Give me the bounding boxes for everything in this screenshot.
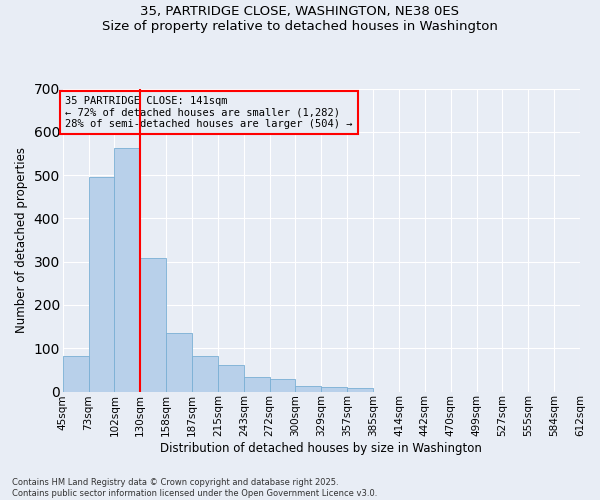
Bar [295, 386, 322, 392]
Bar [347, 388, 373, 392]
Text: Contains HM Land Registry data © Crown copyright and database right 2025.
Contai: Contains HM Land Registry data © Crown c… [12, 478, 377, 498]
Text: 35, PARTRIDGE CLOSE, WASHINGTON, NE38 0ES
Size of property relative to detached : 35, PARTRIDGE CLOSE, WASHINGTON, NE38 0E… [102, 5, 498, 33]
Bar [244, 378, 269, 392]
Bar [218, 364, 244, 392]
Y-axis label: Number of detached properties: Number of detached properties [15, 147, 28, 333]
Bar [269, 380, 295, 392]
Bar [63, 356, 89, 392]
Bar [166, 333, 192, 392]
Bar [140, 258, 166, 392]
Text: 35 PARTRIDGE CLOSE: 141sqm
← 72% of detached houses are smaller (1,282)
28% of s: 35 PARTRIDGE CLOSE: 141sqm ← 72% of deta… [65, 96, 353, 130]
Bar [115, 148, 140, 392]
Bar [322, 387, 347, 392]
Bar [89, 177, 115, 392]
Bar [192, 356, 218, 392]
X-axis label: Distribution of detached houses by size in Washington: Distribution of detached houses by size … [160, 442, 482, 455]
